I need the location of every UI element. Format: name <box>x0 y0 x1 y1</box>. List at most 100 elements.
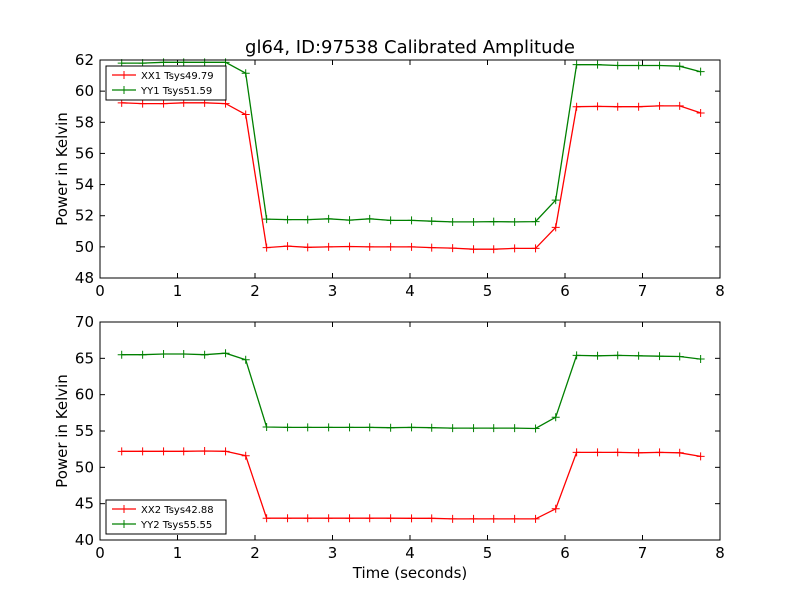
data-point <box>634 102 643 111</box>
data-point <box>365 214 374 223</box>
data-point <box>283 423 292 432</box>
data-point <box>427 514 436 523</box>
data-point <box>407 242 416 251</box>
data-point <box>303 243 312 252</box>
data-point <box>634 351 643 360</box>
data-point <box>241 110 250 119</box>
y-tick-label: 50 <box>75 238 94 256</box>
data-point <box>386 216 395 225</box>
data-point <box>324 214 333 223</box>
data-point <box>345 514 354 523</box>
data-point <box>117 447 126 456</box>
data-point <box>448 217 457 226</box>
data-point <box>365 514 374 523</box>
y-tick-label: 52 <box>75 207 94 225</box>
legend-handle <box>112 505 136 513</box>
x-tick-label: 7 <box>638 282 648 300</box>
data-point <box>531 424 540 433</box>
data-point <box>613 61 622 70</box>
chart-title: gl64, ID:97538 Calibrated Amplitude <box>245 37 575 58</box>
x-tick-label: 6 <box>560 282 570 300</box>
data-point <box>613 448 622 457</box>
legend: XX1 Tsys49.79 YY1 Tsys51.59 <box>105 65 227 101</box>
data-point <box>655 101 664 110</box>
data-point <box>613 351 622 360</box>
plot-frame <box>99 59 721 279</box>
data-point <box>593 60 602 69</box>
data-point <box>221 99 230 108</box>
y-tick-label: 58 <box>75 113 94 131</box>
x-tick-label: 6 <box>560 544 570 562</box>
x-tick-label: 3 <box>328 544 338 562</box>
data-point <box>262 423 271 432</box>
data-point <box>262 243 271 252</box>
data-point <box>489 217 498 226</box>
y-axis-label: Power in Kelvin <box>53 112 71 226</box>
data-point <box>593 102 602 111</box>
legend-handle <box>112 86 136 94</box>
x-tick-label: 4 <box>405 544 415 562</box>
data-point <box>531 514 540 523</box>
legend-label: XX1 Tsys49.79 <box>141 71 214 82</box>
data-point <box>138 99 147 108</box>
legend-label: XX2 Tsys42.88 <box>141 505 214 516</box>
data-point <box>138 447 147 456</box>
data-point <box>179 349 188 358</box>
data-point <box>159 447 168 456</box>
data-point <box>489 514 498 523</box>
legend: XX2 Tsys42.88 YY2 Tsys55.55 <box>105 499 227 535</box>
y-tick-label: 55 <box>75 422 94 440</box>
data-point <box>469 424 478 433</box>
series-1 <box>117 98 705 254</box>
y-tick-label: 54 <box>75 176 94 194</box>
data-point <box>593 448 602 457</box>
data-point <box>696 355 705 364</box>
data-point <box>159 349 168 358</box>
legend-handle <box>112 520 136 528</box>
data-point <box>696 67 705 76</box>
data-point <box>696 108 705 117</box>
y-tick-label: 70 <box>75 313 94 331</box>
data-point <box>303 423 312 432</box>
legend-marker <box>120 86 128 94</box>
y-axis-label: Power in Kelvin <box>53 374 71 488</box>
x-tick-label: 7 <box>638 544 648 562</box>
data-point <box>386 514 395 523</box>
data-point <box>262 514 271 523</box>
data-point <box>365 423 374 432</box>
y-tick-label: 60 <box>75 386 94 404</box>
data-point <box>138 350 147 359</box>
legend-box <box>105 65 227 101</box>
x-tick-label: 0 <box>95 544 105 562</box>
legend-marker <box>120 505 128 513</box>
y-tick-label: 62 <box>75 51 94 69</box>
series-1 <box>117 446 705 523</box>
data-point <box>345 423 354 432</box>
data-point <box>283 215 292 224</box>
data-point <box>510 424 519 433</box>
data-point <box>469 217 478 226</box>
plot-frame <box>99 321 721 541</box>
x-tick-label: 8 <box>715 544 725 562</box>
data-point <box>179 447 188 456</box>
data-point <box>572 351 581 360</box>
data-point <box>241 69 250 78</box>
x-tick-label: 4 <box>405 282 415 300</box>
data-point <box>427 243 436 252</box>
data-point <box>510 244 519 253</box>
data-point <box>551 196 560 205</box>
data-point <box>489 245 498 254</box>
x-tick-label: 3 <box>328 282 338 300</box>
data-point <box>262 215 271 224</box>
x-tick-label: 5 <box>483 544 493 562</box>
data-point <box>345 216 354 225</box>
data-point <box>675 62 684 71</box>
x-tick-label: 0 <box>95 282 105 300</box>
data-point <box>200 350 209 359</box>
data-point <box>675 101 684 110</box>
data-point <box>117 350 126 359</box>
